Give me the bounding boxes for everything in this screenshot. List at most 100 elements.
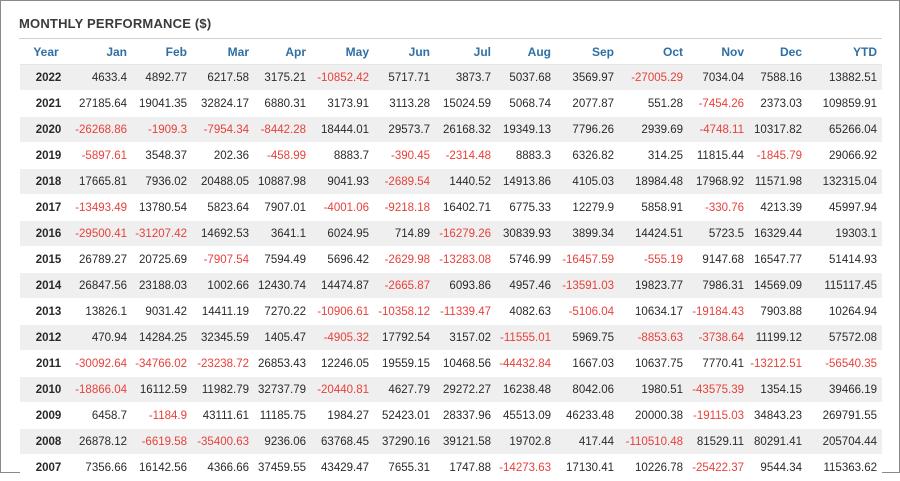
value-cell-jul: 1440.52 <box>435 168 496 195</box>
value-cell-apr: 1405.47 <box>254 324 311 351</box>
value-cell-nov: 9147.68 <box>688 246 749 273</box>
value-cell-nov: -25422.37 <box>688 454 749 481</box>
value-cell-ytd: 115117.45 <box>807 272 882 299</box>
table-body: 2022 4633.4 4892.77 6217.58 3175.21 -10852.42… <box>20 64 882 481</box>
value-cell-aug: -14273.63 <box>496 454 556 481</box>
value-cell-jul: 16402.71 <box>435 194 496 221</box>
value-cell-jan: -5897.61 <box>72 142 132 169</box>
value-cell-ytd: 65266.04 <box>807 116 882 143</box>
value-cell-apr: 7594.49 <box>254 246 311 273</box>
value-cell-ytd: -56540.35 <box>807 350 882 377</box>
value-cell-mar: 1002.66 <box>192 272 254 299</box>
value-cell-aug: 4082.63 <box>496 298 556 325</box>
value-cell-oct: 10637.75 <box>619 350 688 377</box>
table-row: 2014 26847.56 23188.03 1002.66 12430.74 14474… <box>20 272 882 299</box>
value-cell-nov: 7770.41 <box>688 350 749 377</box>
value-cell-oct: 10226.78 <box>619 454 688 481</box>
value-cell-aug: 6775.33 <box>496 194 556 221</box>
value-cell-mar: -7907.54 <box>192 246 254 273</box>
column-header-mar: Mar <box>192 39 254 65</box>
value-cell-dec: 11571.98 <box>749 168 807 195</box>
value-cell-jun: -390.45 <box>374 142 435 169</box>
value-cell-jun: 4627.79 <box>374 376 435 403</box>
year-cell: 2021 <box>20 90 72 117</box>
value-cell-dec: -13212.51 <box>749 350 807 377</box>
title-divider <box>19 38 882 39</box>
value-cell-jun: 52423.01 <box>374 402 435 429</box>
value-cell-dec: 11199.12 <box>749 324 807 351</box>
value-cell-oct: 314.25 <box>619 142 688 169</box>
value-cell-sep: 46233.48 <box>556 402 619 429</box>
value-cell-sep: 7796.26 <box>556 116 619 143</box>
value-cell-jul: 10468.56 <box>435 350 496 377</box>
value-cell-mar: 6217.58 <box>192 64 254 91</box>
value-cell-may: -4905.32 <box>311 324 374 351</box>
year-cell: 2020 <box>20 116 72 143</box>
value-cell-dec: 1354.15 <box>749 376 807 403</box>
value-cell-may: -4001.06 <box>311 194 374 221</box>
value-cell-jun: 714.89 <box>374 220 435 247</box>
value-cell-feb: -31207.42 <box>132 220 192 247</box>
value-cell-may: 18444.01 <box>311 116 374 143</box>
value-cell-oct: 18984.48 <box>619 168 688 195</box>
value-cell-apr: 9236.06 <box>254 428 311 455</box>
table-row: 2022 4633.4 4892.77 6217.58 3175.21 -10852.42… <box>20 64 882 91</box>
value-cell-ytd: 57572.08 <box>807 324 882 351</box>
value-cell-apr: 12430.74 <box>254 272 311 299</box>
value-cell-dec: 16329.44 <box>749 220 807 247</box>
value-cell-dec: 4213.39 <box>749 194 807 221</box>
value-cell-oct: 1980.51 <box>619 376 688 403</box>
value-cell-feb: 4892.77 <box>132 64 192 91</box>
value-cell-dec: 10317.82 <box>749 116 807 143</box>
column-header-jul: Jul <box>435 39 496 65</box>
monthly-performance-table: Year Jan Feb Mar Apr May Jun Jul Aug Sep Oct Nov Dec… <box>20 39 882 481</box>
value-cell-ytd: 10264.94 <box>807 298 882 325</box>
value-cell-jan: -30092.64 <box>72 350 132 377</box>
value-cell-jun: -10358.12 <box>374 298 435 325</box>
value-cell-mar: 4366.66 <box>192 454 254 481</box>
value-cell-aug: 5746.99 <box>496 246 556 273</box>
value-cell-may: 9041.93 <box>311 168 374 195</box>
value-cell-apr: 26853.43 <box>254 350 311 377</box>
value-cell-mar: -35400.63 <box>192 428 254 455</box>
value-cell-aug: 45513.09 <box>496 402 556 429</box>
value-cell-feb: 13780.54 <box>132 194 192 221</box>
value-cell-may: 3173.91 <box>311 90 374 117</box>
value-cell-apr: 7270.22 <box>254 298 311 325</box>
value-cell-jun: 3113.28 <box>374 90 435 117</box>
value-cell-apr: 7907.01 <box>254 194 311 221</box>
table-row: 2021 27185.64 19041.35 32824.17 6880.31 3173.… <box>20 90 882 117</box>
value-cell-feb: 16142.56 <box>132 454 192 481</box>
table-row: 2015 26789.27 20725.69 -7907.54 7594.49 5696.… <box>20 246 882 273</box>
value-cell-dec: 14569.09 <box>749 272 807 299</box>
value-cell-sep: 17130.41 <box>556 454 619 481</box>
value-cell-aug: 8883.3 <box>496 142 556 169</box>
value-cell-jun: 29573.7 <box>374 116 435 143</box>
value-cell-jan: -18866.04 <box>72 376 132 403</box>
value-cell-mar: 5823.64 <box>192 194 254 221</box>
value-cell-ytd: 205704.44 <box>807 428 882 455</box>
value-cell-aug: 19702.8 <box>496 428 556 455</box>
value-cell-aug: 30839.93 <box>496 220 556 247</box>
value-cell-dec: 7903.88 <box>749 298 807 325</box>
year-cell: 2013 <box>20 298 72 325</box>
value-cell-feb: 19041.35 <box>132 90 192 117</box>
value-cell-nov: 11815.44 <box>688 142 749 169</box>
value-cell-feb: 23188.03 <box>132 272 192 299</box>
value-cell-jun: -2665.87 <box>374 272 435 299</box>
value-cell-ytd: 109859.91 <box>807 90 882 117</box>
table-row: 2017 -13493.49 13780.54 5823.64 7907.01 -4001… <box>20 194 882 221</box>
value-cell-dec: 16547.77 <box>749 246 807 273</box>
value-cell-may: 14474.87 <box>311 272 374 299</box>
value-cell-jun: 37290.16 <box>374 428 435 455</box>
value-cell-may: -10852.42 <box>311 64 374 91</box>
value-cell-jun: 5717.71 <box>374 64 435 91</box>
value-cell-jul: 28337.96 <box>435 402 496 429</box>
value-cell-sep: 5969.75 <box>556 324 619 351</box>
value-cell-sep: -16457.59 <box>556 246 619 273</box>
value-cell-jun: 17792.54 <box>374 324 435 351</box>
value-cell-sep: 417.44 <box>556 428 619 455</box>
table-row: 2010 -18866.04 16112.59 11982.79 32737.79 -20… <box>20 376 882 403</box>
value-cell-apr: 3641.1 <box>254 220 311 247</box>
column-header-apr: Apr <box>254 39 311 65</box>
